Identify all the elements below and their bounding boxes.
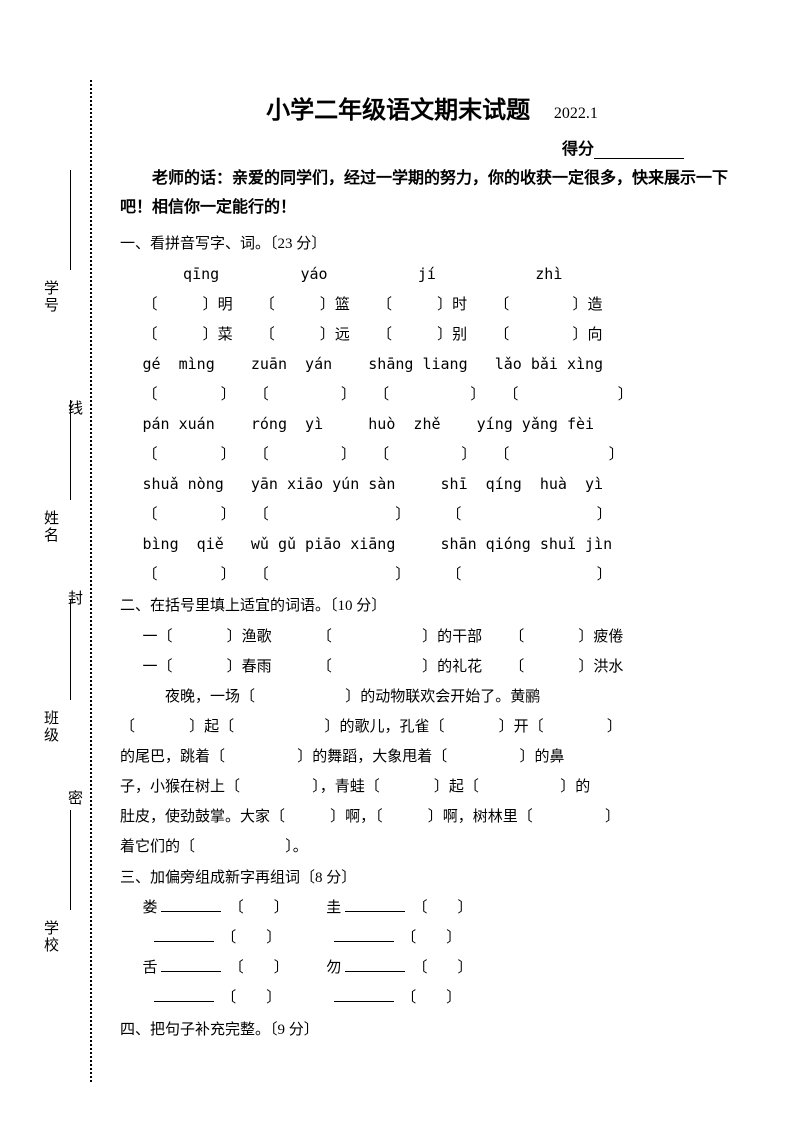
s1-r1-py: qīng yáo jí zhì — [120, 259, 744, 289]
blank — [154, 987, 214, 1002]
s1-r4-py: shuǎ nòng yān xiāo yún sàn shī qíng huà … — [120, 469, 744, 499]
s2-p1: 夜晚，一场〔 〕的动物联欢会开始了。黄鹂 — [120, 681, 744, 711]
section-1-head: 一、看拼音写字、词。〔23 分〕 — [120, 229, 744, 259]
field-student-id: 学号 — [40, 280, 61, 314]
underline — [70, 600, 71, 700]
s1-r1-ch2: 〔 〕菜 〔 〕远 〔 〕别 〔 〕向 — [120, 319, 744, 349]
s2-l2: 一〔 〕春雨 〔 〕的礼花 〔 〕洪水 — [120, 651, 744, 681]
s3-char-gui: 圭 — [326, 900, 341, 916]
score-label: 得分 — [562, 141, 594, 158]
s1-r3-py: pán xuán róng yì huò zhě yíng yǎng fèi — [120, 409, 744, 439]
field-class: 班级 — [40, 710, 61, 744]
s1-r2-ch: 〔 〕 〔 〕 〔 〕 〔 〕 — [120, 379, 744, 409]
fold-dotline — [90, 80, 92, 1082]
blank — [345, 957, 405, 972]
s2-l1: 一〔 〕渔歌 〔 〕的干部 〔 〕疲倦 — [120, 621, 744, 651]
s3-row2b: 〔 〕 〔 〕 — [120, 983, 744, 1013]
blank — [161, 957, 221, 972]
s3-char-she: 舌 — [143, 960, 158, 976]
blank — [345, 897, 405, 912]
s3-row1b: 〔 〕 〔 〕 — [120, 923, 744, 953]
s1-r5-py: bìng qiě wǔ gǔ piāo xiāng shān qióng shu… — [120, 529, 744, 559]
section-4-head: 四、把句子补充完整。〔9 分〕 — [120, 1015, 744, 1045]
seal-mi: 密 — [64, 790, 85, 807]
teacher-message: 老师的话：亲爱的同学们，经过一学期的努力，你的收获一定很多，快来展示一下吧！相信… — [120, 165, 744, 223]
blank — [161, 897, 221, 912]
blank — [334, 927, 394, 942]
s1-r3-ch: 〔 〕 〔 〕 〔 〕 〔 〕 — [120, 439, 744, 469]
s1-r1-ch: 〔 〕明 〔 〕篮 〔 〕时 〔 〕造 — [120, 289, 744, 319]
underline — [70, 170, 71, 270]
section-2-head: 二、在括号里填上适宜的词语。〔10 分〕 — [120, 591, 744, 621]
field-name: 姓名 — [40, 510, 61, 544]
s3-char-wu: 勿 — [326, 960, 341, 976]
s1-r5-ch: 〔 〕 〔 〕 〔 〕 — [120, 559, 744, 589]
binding-sidebar: 学号 线 姓名 封 班级 密 学校 — [34, 80, 94, 1062]
blank — [334, 987, 394, 1002]
exam-title: 小学二年级语文期末试题 — [266, 98, 530, 124]
blank — [154, 927, 214, 942]
section-3-head: 三、加偏旁组成新字再组词〔8 分〕 — [120, 863, 744, 893]
s2-p6: 着它们的〔 〕。 — [120, 831, 744, 861]
s1-r4-ch: 〔 〕 〔 〕 〔 〕 — [120, 499, 744, 529]
s3-char-lou: 娄 — [143, 900, 158, 916]
exam-content: 小学二年级语文期末试题 2022.1 得分 老师的话：亲爱的同学们，经过一学期的… — [120, 90, 744, 1045]
s2-p3: 的尾巴，跳着〔 〕的舞蹈，大象甩着〔 〕的鼻 — [120, 741, 744, 771]
s3-row1: 娄 〔 〕 圭 〔 〕 — [120, 893, 744, 923]
s2-p4: 子，小猴在树上〔 〕，青蛙〔 〕起〔 〕的 — [120, 771, 744, 801]
s3-row2: 舌 〔 〕 勿 〔 〕 — [120, 953, 744, 983]
title-row: 小学二年级语文期末试题 2022.1 — [120, 90, 744, 125]
s2-p5: 肚皮，使劲鼓掌。大家〔 〕啊，〔 〕啊，树林里〔 〕 — [120, 801, 744, 831]
underline — [70, 810, 71, 910]
score-blank — [594, 158, 684, 159]
underline — [70, 400, 71, 500]
seal-line: 线 — [64, 400, 85, 417]
exam-date: 2022.1 — [554, 105, 598, 122]
field-school: 学校 — [40, 920, 61, 954]
score-row: 得分 — [120, 135, 744, 159]
seal-feng: 封 — [64, 590, 85, 607]
s2-p2: 〔 〕起〔 〕的歌儿，孔雀〔 〕开〔 〕 — [120, 711, 744, 741]
s1-r2-py: gé mìng zuān yán shāng liang lǎo bǎi xìn… — [120, 349, 744, 379]
